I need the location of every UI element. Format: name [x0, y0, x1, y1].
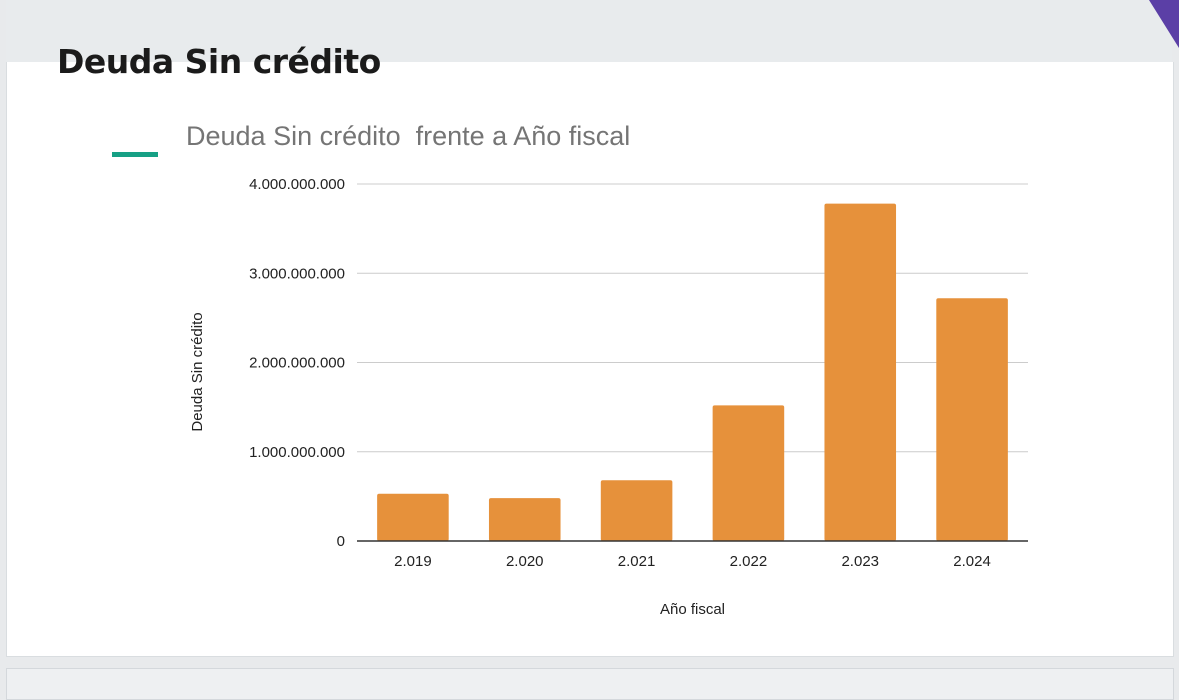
bar-2.023 — [824, 203, 897, 541]
bar-2.021 — [600, 480, 673, 541]
x-tick-label: 2.020 — [506, 553, 544, 570]
y-axis-label: Deuda Sin crédito — [189, 312, 206, 431]
slide-header-band — [6, 0, 1172, 64]
x-tick-label: 2.023 — [841, 553, 879, 570]
bar-2.022 — [712, 405, 785, 541]
x-tick-label: 2.021 — [618, 553, 656, 570]
x-tick-label: 2.024 — [953, 553, 991, 570]
bars — [377, 203, 1008, 541]
y-tick-label: 1.000.000.000 — [249, 444, 345, 461]
y-tick-labels: 0 1.000.000.000 2.000.000.000 3.000.000.000… — [249, 176, 345, 550]
x-tick-labels: 2.019 2.020 2.021 2.022 2.023 2.024 — [394, 553, 991, 570]
corner-accent-decoration — [1149, 0, 1179, 48]
y-tick-label: 0 — [337, 533, 345, 550]
page-title: Deuda Sin crédito — [57, 42, 381, 81]
x-axis-label: Año fiscal — [660, 601, 725, 618]
bar-2.020 — [488, 498, 561, 541]
gridlines — [357, 183, 1028, 453]
y-tick-label: 3.000.000.000 — [249, 265, 345, 282]
y-tick-label: 4.000.000.000 — [249, 176, 345, 193]
chart-title: Deuda Sin crédito frente a Año fiscal — [186, 121, 631, 151]
bar-2.019 — [377, 493, 449, 541]
y-tick-label: 2.000.000.000 — [249, 355, 345, 372]
legend-swatch — [112, 152, 158, 157]
bar-2.024 — [936, 298, 1008, 541]
x-tick-label: 2.022 — [730, 553, 768, 570]
x-tick-label: 2.019 — [394, 553, 432, 570]
